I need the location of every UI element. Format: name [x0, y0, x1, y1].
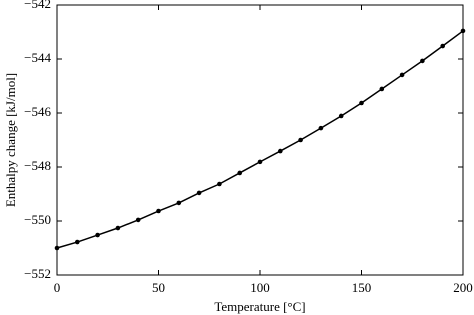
marker	[196, 190, 202, 196]
marker	[135, 217, 141, 223]
marker	[95, 232, 100, 238]
x-tick-label: 100	[250, 280, 270, 295]
marker	[338, 113, 344, 119]
marker	[460, 28, 466, 34]
marker	[54, 245, 60, 251]
marker	[115, 225, 121, 231]
marker	[379, 86, 385, 92]
marker	[440, 43, 446, 49]
plot-frame	[56, 4, 464, 276]
y-tick-label: −546	[24, 104, 51, 119]
line	[56, 30, 464, 249]
marker	[318, 125, 324, 131]
x-tick-label: 0	[54, 280, 61, 295]
y-tick-label: −550	[24, 212, 51, 227]
y-axis-label: Enthalpy change [kJ/mol]	[3, 73, 18, 207]
marker	[257, 159, 263, 165]
y-tick-label: −544	[24, 50, 51, 65]
x-tick-label: 50	[152, 280, 165, 295]
y-tick-label: −542	[24, 0, 51, 11]
marker	[237, 170, 242, 176]
marker	[217, 181, 222, 187]
marker	[75, 239, 80, 245]
x-axis-label: Temperature [°C]	[214, 299, 305, 314]
marker	[420, 58, 425, 64]
y-tick-label: −548	[24, 158, 51, 173]
marker	[278, 148, 283, 154]
marker	[156, 208, 161, 214]
marker	[298, 137, 303, 143]
marker	[359, 100, 364, 106]
y-tick-label: −552	[24, 266, 51, 281]
x-tick-label: 200	[453, 280, 473, 295]
marker	[176, 200, 182, 206]
marker	[399, 72, 405, 78]
x-tick-label: 150	[352, 280, 372, 295]
